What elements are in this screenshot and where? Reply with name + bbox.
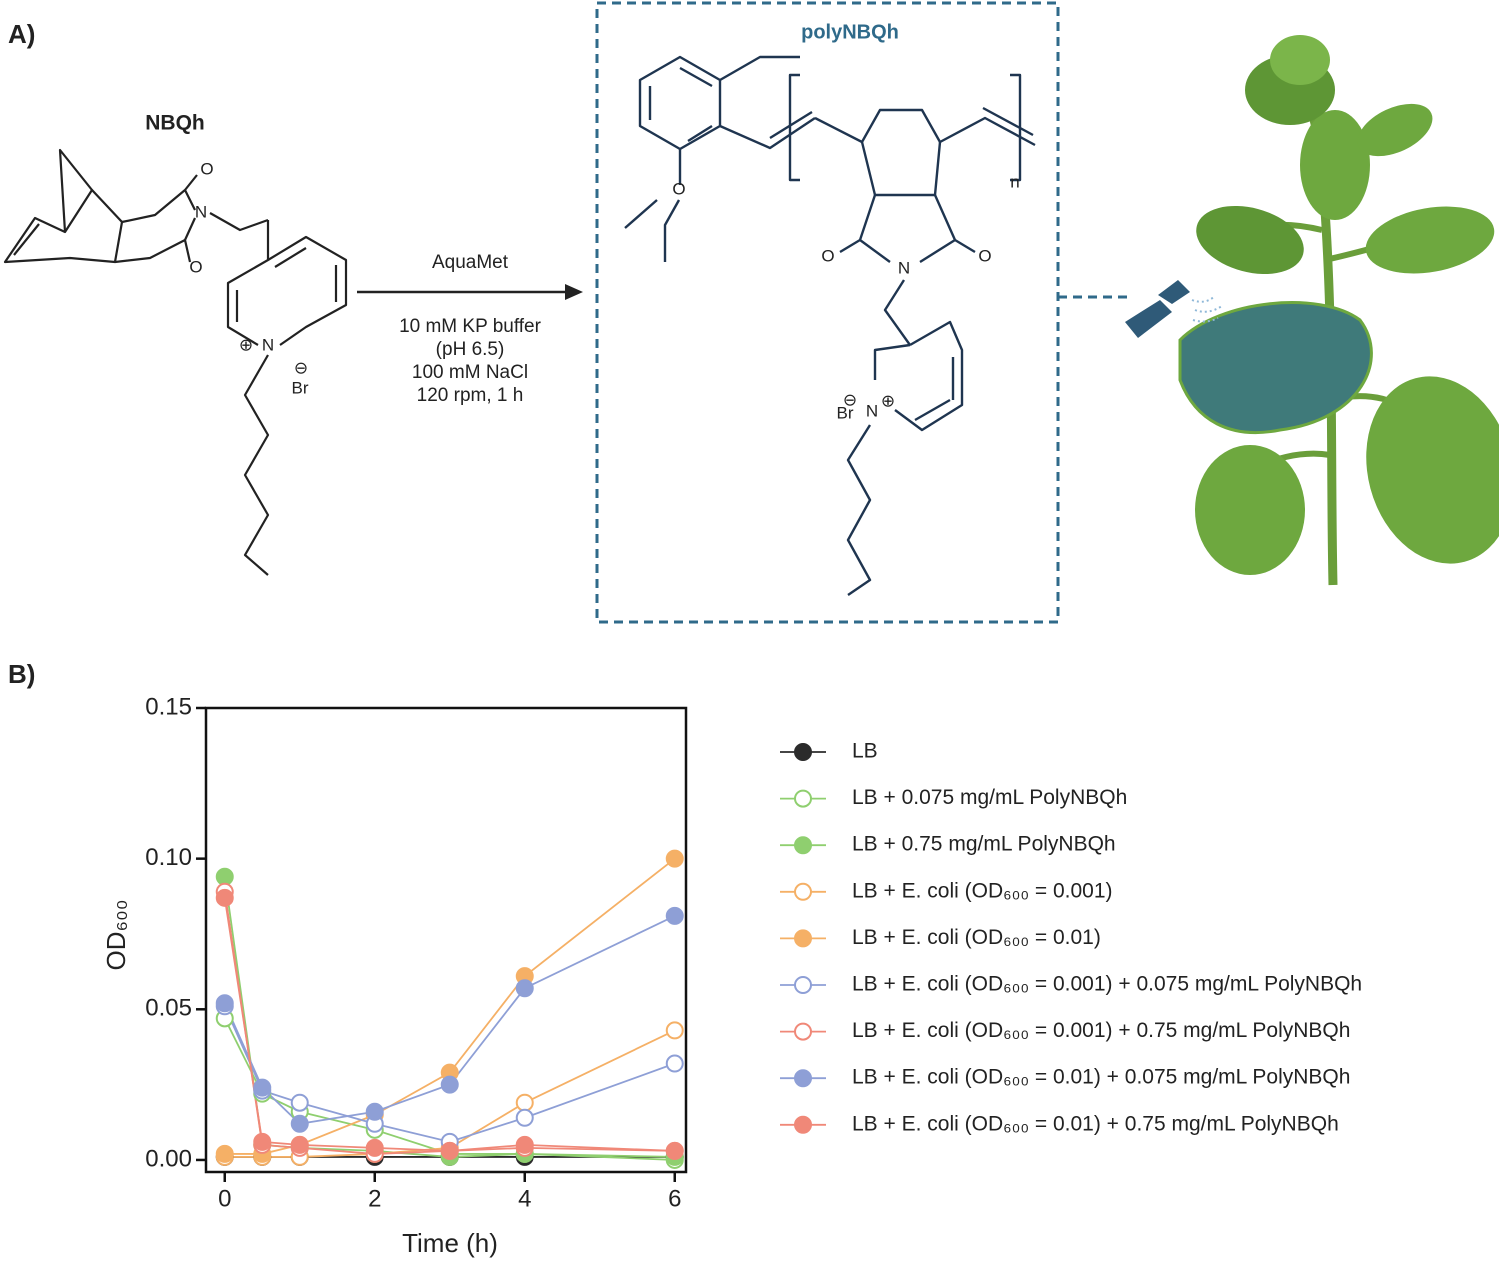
x-tick-label: 6 xyxy=(668,1185,681,1212)
legend-label: LB + 0.075 mg/mL PolyNBQh xyxy=(852,786,1127,809)
data-point xyxy=(365,1102,384,1121)
atom: N xyxy=(898,258,910,277)
legend-label: LB + E. coli (OD₆₀₀ = 0.001) + 0.75 mg/m… xyxy=(852,1019,1350,1042)
data-point xyxy=(253,1132,272,1151)
data-point xyxy=(665,906,684,925)
legend-marker xyxy=(794,976,812,994)
legend-label: LB + E. coli (OD₆₀₀ = 0.01) + 0.075 mg/m… xyxy=(852,1066,1350,1089)
legend-label: LB xyxy=(852,740,878,763)
plant-illustration xyxy=(1125,35,1499,586)
data-point xyxy=(215,888,234,907)
legend-label: LB + 0.75 mg/mL PolyNBQh xyxy=(852,833,1116,856)
charge: ⊕ xyxy=(239,335,253,354)
panel-label: A) xyxy=(8,19,35,49)
plot-area: 0 2 4 6 0.00 0.05 0.10 0.15 xyxy=(145,693,684,1212)
polymer-structure xyxy=(624,55,1036,596)
data-point xyxy=(253,1078,272,1097)
data-point xyxy=(290,1135,309,1154)
legend-marker xyxy=(794,1115,812,1134)
data-point xyxy=(515,1108,534,1127)
data-point xyxy=(290,1093,309,1112)
atom: Br xyxy=(292,378,309,397)
arrow-head xyxy=(565,284,583,300)
condition: (pH 6.5) xyxy=(436,339,505,360)
data-point xyxy=(215,867,234,886)
atom: N xyxy=(866,401,878,420)
y-tick-label: 0.10 xyxy=(145,844,192,871)
charge: ⊖ xyxy=(843,390,857,409)
data-point xyxy=(665,1021,684,1040)
x-axis-label: Time (h) xyxy=(402,1228,498,1258)
condition: 100 mM NaCl xyxy=(412,362,528,383)
y-tick-label: 0.05 xyxy=(145,995,192,1022)
legend-marker xyxy=(794,789,812,808)
catalyst: AquaMet xyxy=(432,252,509,273)
legend-label: LB + E. coli (OD₆₀₀ = 0.001) + 0.075 mg/… xyxy=(852,973,1362,996)
x-tick-label: 0 xyxy=(218,1185,231,1212)
legend-marker xyxy=(794,882,812,901)
legend-marker xyxy=(794,836,812,855)
data-point xyxy=(515,979,534,998)
x-tick-label: 4 xyxy=(518,1185,531,1212)
legend-marker xyxy=(794,1069,812,1088)
data-point xyxy=(290,1114,309,1133)
y-axis-label: OD₆₀₀ xyxy=(101,899,131,970)
atom: N xyxy=(262,335,274,354)
data-point xyxy=(665,1141,684,1160)
legend-label: LB + E. coli (OD₆₀₀ = 0.001) xyxy=(852,879,1113,902)
atom: O xyxy=(821,246,834,265)
legend-marker xyxy=(794,1022,812,1041)
y-tick-label: 0.15 xyxy=(145,693,192,720)
data-point xyxy=(215,1144,234,1163)
y-tick-label: 0.00 xyxy=(145,1145,192,1172)
data-point xyxy=(665,849,684,868)
legend: LB LB + 0.075 mg/mL PolyNBQh LB + 0.75 mg/… xyxy=(780,740,1362,1135)
condition: 120 rpm, 1 h xyxy=(417,385,524,406)
data-point xyxy=(440,1075,459,1094)
plot-frame xyxy=(204,706,688,1174)
compound-name: NBQh xyxy=(145,112,205,135)
repeat-index: n xyxy=(1010,172,1019,191)
data-point xyxy=(515,1093,534,1112)
data-point xyxy=(665,1054,684,1073)
condition: 10 mM KP buffer xyxy=(399,316,542,337)
polymer-name: polyNBQh xyxy=(801,21,899,43)
legend-marker xyxy=(794,929,812,948)
legend-label: LB + E. coli (OD₆₀₀ = 0.01) + 0.75 mg/mL… xyxy=(852,1112,1339,1135)
legend-label: LB + E. coli (OD₆₀₀ = 0.01) xyxy=(852,926,1101,949)
atom: O xyxy=(978,246,991,265)
data-point xyxy=(365,1138,384,1157)
data-point xyxy=(440,1141,459,1160)
data-point xyxy=(515,1135,534,1154)
atom: Br xyxy=(837,403,854,422)
data-point xyxy=(215,994,234,1013)
x-tick-label: 2 xyxy=(368,1185,381,1212)
polymer-box xyxy=(595,1,1060,624)
panel-label: B) xyxy=(8,659,35,689)
monomer-structure xyxy=(3,148,348,576)
atom: O xyxy=(672,179,685,198)
atom: O xyxy=(189,257,202,276)
atom: O xyxy=(200,159,213,178)
charge: ⊖ xyxy=(294,358,308,377)
legend-marker xyxy=(794,743,812,761)
atom: N xyxy=(195,202,207,221)
charge: ⊕ xyxy=(881,391,895,410)
